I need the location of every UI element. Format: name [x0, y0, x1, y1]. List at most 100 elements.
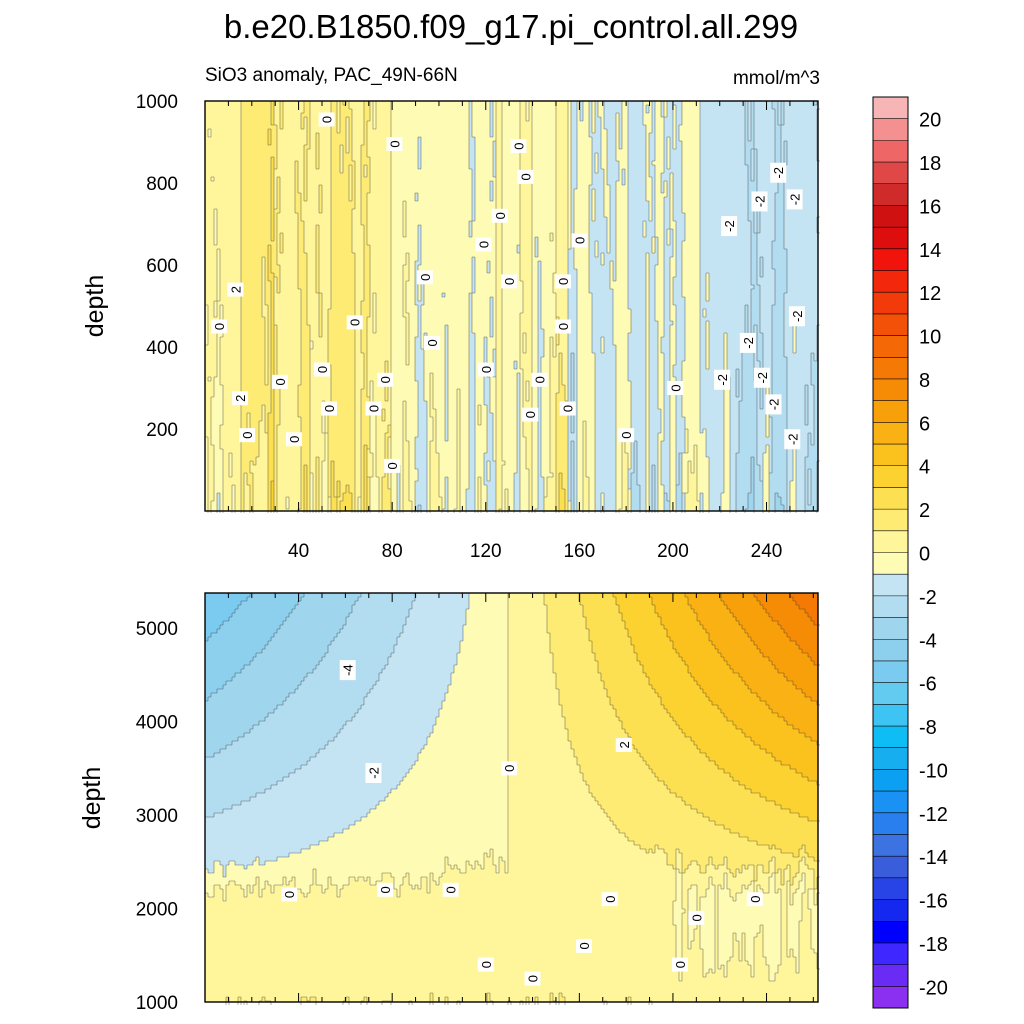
field-cell: [376, 329, 392, 334]
field-cell: [670, 157, 683, 162]
field-cell: [217, 305, 221, 310]
field-cell: [754, 137, 776, 142]
field-cell: [418, 233, 422, 238]
field-cell: [598, 165, 602, 170]
field-cell: [319, 253, 332, 258]
field-cell: [364, 385, 368, 390]
field-cell: [361, 205, 368, 210]
field-cell: [445, 385, 449, 390]
field-cell: [598, 253, 602, 258]
field-cell: [619, 141, 623, 146]
field-cell: [739, 437, 758, 442]
field-cell: [700, 261, 752, 266]
field-cell: [700, 309, 704, 314]
field-cell: [370, 281, 392, 286]
field-cell: [280, 389, 299, 394]
field-cell: [562, 369, 569, 374]
field-cell: [652, 197, 656, 202]
field-cell: [655, 273, 665, 278]
field-cell: [568, 345, 578, 350]
field-cell: [787, 253, 819, 258]
field-cell: [322, 321, 329, 326]
field-cell: [355, 437, 362, 442]
field-cell: [613, 313, 632, 318]
field-cell: [220, 337, 242, 342]
field-cell: [574, 229, 590, 234]
field-cell: [406, 261, 410, 266]
field-cell: [217, 273, 221, 278]
field-cell: [646, 165, 650, 170]
field-cell: [757, 241, 773, 246]
field-cell: [673, 373, 683, 378]
field-cell: [622, 101, 629, 106]
field-cell: [673, 209, 683, 214]
field-cell: [700, 361, 707, 366]
field-cell: [469, 381, 476, 386]
field-cell: [646, 389, 650, 394]
field-cell: [589, 221, 608, 226]
field-cell: [655, 173, 662, 178]
field-cell: [649, 341, 659, 346]
field-cell: [667, 161, 671, 166]
field-cell: [814, 425, 819, 430]
field-cell: [571, 353, 575, 358]
field-cell: [364, 353, 368, 358]
field-cell: [646, 349, 650, 354]
field-cell: [307, 317, 320, 322]
field-cell: [628, 201, 650, 206]
field-cell: [655, 249, 659, 254]
field-cell: [520, 405, 524, 410]
field-cell: [469, 369, 476, 374]
field-cell: [538, 433, 542, 438]
field-cell: [748, 321, 752, 326]
field-cell: [430, 389, 434, 394]
field-cell: [472, 265, 476, 270]
field-cell: [370, 293, 374, 298]
field-cell: [322, 189, 332, 194]
field-cell: [556, 313, 569, 318]
field-cell: [574, 197, 590, 202]
field-cell: [367, 229, 392, 234]
field-cell: [670, 309, 677, 314]
field-cell: [682, 205, 701, 210]
field-cell: [610, 225, 617, 230]
field-cell: [754, 125, 776, 130]
field-cell: [781, 109, 785, 114]
field-cell: [616, 225, 629, 230]
field-cell: [373, 389, 386, 394]
field-cell: [316, 161, 320, 166]
field-cell: [763, 397, 767, 402]
field-cell: [475, 345, 485, 350]
field-cell: [664, 137, 668, 142]
field-cell: [787, 289, 819, 294]
field-cell: [568, 337, 578, 342]
field-cell: [577, 433, 584, 438]
field-cell: [265, 265, 269, 270]
field-cell: [370, 249, 392, 254]
field-cell: [322, 201, 332, 206]
field-cell: [316, 257, 320, 262]
field-cell: [364, 101, 371, 106]
field-cell: [556, 105, 569, 110]
field-cell: [556, 181, 569, 186]
field-cell: [520, 241, 533, 246]
field-cell: [268, 273, 275, 278]
field-cell: [676, 341, 686, 346]
field-cell: [595, 125, 602, 130]
field-cell: [556, 417, 569, 422]
field-cell: [328, 437, 356, 442]
field-cell: [601, 125, 605, 130]
field-cell: [571, 181, 578, 186]
field-cell: [277, 205, 281, 210]
field-cell: [517, 385, 521, 390]
field-cell: [352, 133, 365, 138]
field-cell: [550, 361, 560, 366]
field-cell: [478, 405, 482, 410]
field-cell: [340, 149, 344, 154]
field-cell: [385, 397, 389, 402]
field-cell: [274, 393, 281, 398]
field-cell: [214, 177, 242, 182]
field-cell: [793, 329, 797, 334]
field-cell: [784, 105, 819, 110]
field-cell: [448, 409, 458, 414]
